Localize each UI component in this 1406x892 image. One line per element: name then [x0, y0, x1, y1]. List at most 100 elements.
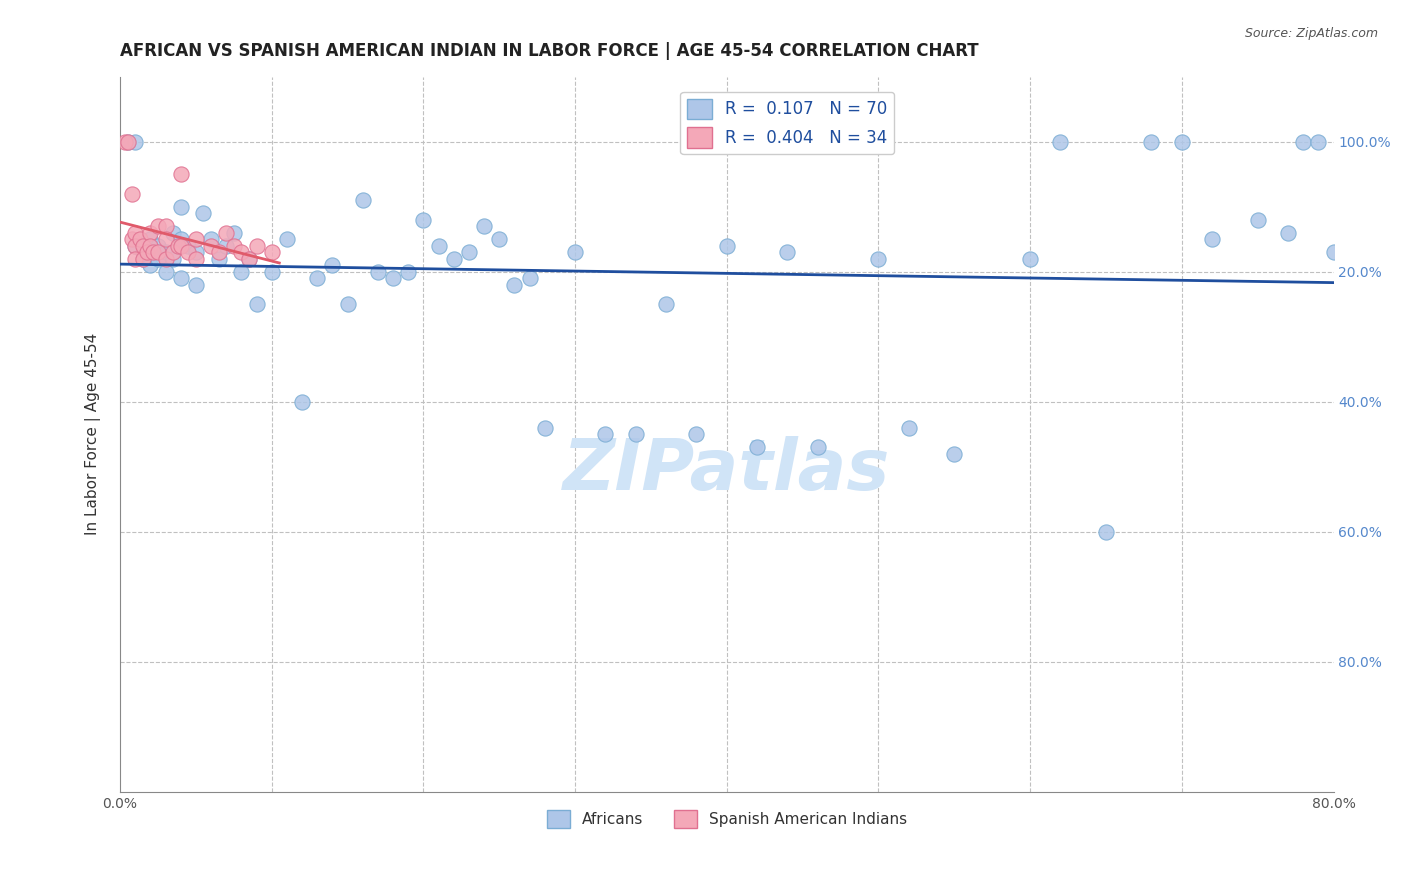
Point: [128, 232, 150, 246]
Point: [458, 245, 481, 260]
Point: [139, 258, 162, 272]
Point: [382, 271, 405, 285]
Point: [1247, 212, 1270, 227]
Point: [260, 245, 283, 260]
Point: [427, 238, 450, 252]
Text: Source: ZipAtlas.com: Source: ZipAtlas.com: [1244, 27, 1378, 40]
Point: [208, 252, 231, 266]
Point: [352, 193, 374, 207]
Point: [208, 245, 231, 260]
Point: [124, 252, 146, 266]
Point: [155, 265, 177, 279]
Point: [146, 238, 169, 252]
Point: [170, 167, 193, 181]
Point: [1171, 135, 1194, 149]
Point: [222, 238, 245, 252]
Point: [1140, 135, 1163, 149]
Point: [868, 252, 890, 266]
Point: [396, 265, 419, 279]
Point: [807, 440, 830, 454]
Point: [124, 226, 146, 240]
Point: [132, 245, 155, 260]
Point: [136, 245, 159, 260]
Point: [162, 245, 184, 260]
Point: [776, 245, 799, 260]
Point: [162, 226, 184, 240]
Text: AFRICAN VS SPANISH AMERICAN INDIAN IN LABOR FORCE | AGE 45-54 CORRELATION CHART: AFRICAN VS SPANISH AMERICAN INDIAN IN LA…: [120, 42, 979, 60]
Point: [215, 226, 238, 240]
Point: [1095, 524, 1118, 539]
Point: [146, 219, 169, 234]
Point: [132, 252, 155, 266]
Point: [238, 252, 260, 266]
Point: [503, 277, 526, 292]
Point: [155, 232, 177, 246]
Point: [139, 232, 162, 246]
Point: [685, 427, 707, 442]
Point: [716, 238, 738, 252]
Point: [139, 226, 162, 240]
Point: [117, 135, 139, 149]
Point: [307, 271, 329, 285]
Point: [624, 427, 647, 442]
Point: [1019, 252, 1042, 266]
Point: [166, 238, 188, 252]
Point: [155, 245, 177, 260]
Point: [564, 245, 586, 260]
Point: [170, 200, 193, 214]
Point: [231, 265, 253, 279]
Point: [231, 245, 253, 260]
Point: [245, 238, 267, 252]
Point: [215, 238, 238, 252]
Point: [519, 271, 541, 285]
Point: [170, 271, 193, 285]
Point: [139, 245, 162, 260]
Point: [121, 232, 143, 246]
Point: [200, 238, 222, 252]
Point: [222, 226, 245, 240]
Point: [124, 238, 146, 252]
Point: [132, 252, 155, 266]
Point: [200, 232, 222, 246]
Point: [238, 252, 260, 266]
Point: [170, 232, 193, 246]
Point: [595, 427, 617, 442]
Point: [117, 135, 139, 149]
Y-axis label: In Labor Force | Age 45-54: In Labor Force | Age 45-54: [86, 333, 101, 535]
Point: [1322, 245, 1344, 260]
Point: [177, 245, 200, 260]
Point: [184, 252, 207, 266]
Point: [124, 135, 146, 149]
Point: [291, 394, 314, 409]
Point: [177, 238, 200, 252]
Point: [1292, 135, 1315, 149]
Point: [321, 258, 343, 272]
Point: [139, 238, 162, 252]
Point: [193, 206, 215, 220]
Point: [1049, 135, 1071, 149]
Point: [897, 421, 920, 435]
Point: [1277, 226, 1299, 240]
Text: ZIPatlas: ZIPatlas: [562, 435, 890, 505]
Point: [124, 238, 146, 252]
Point: [1308, 135, 1330, 149]
Point: [184, 245, 207, 260]
Point: [170, 238, 193, 252]
Point: [245, 297, 267, 311]
Point: [155, 252, 177, 266]
Point: [184, 277, 207, 292]
Point: [367, 265, 389, 279]
Point: [943, 447, 966, 461]
Point: [121, 186, 143, 201]
Point: [336, 297, 359, 311]
Point: [655, 297, 678, 311]
Point: [412, 212, 434, 227]
Point: [276, 232, 298, 246]
Point: [488, 232, 510, 246]
Point: [155, 219, 177, 234]
Point: [260, 265, 283, 279]
Point: [162, 252, 184, 266]
Point: [146, 245, 169, 260]
Point: [533, 421, 555, 435]
Point: [142, 245, 165, 260]
